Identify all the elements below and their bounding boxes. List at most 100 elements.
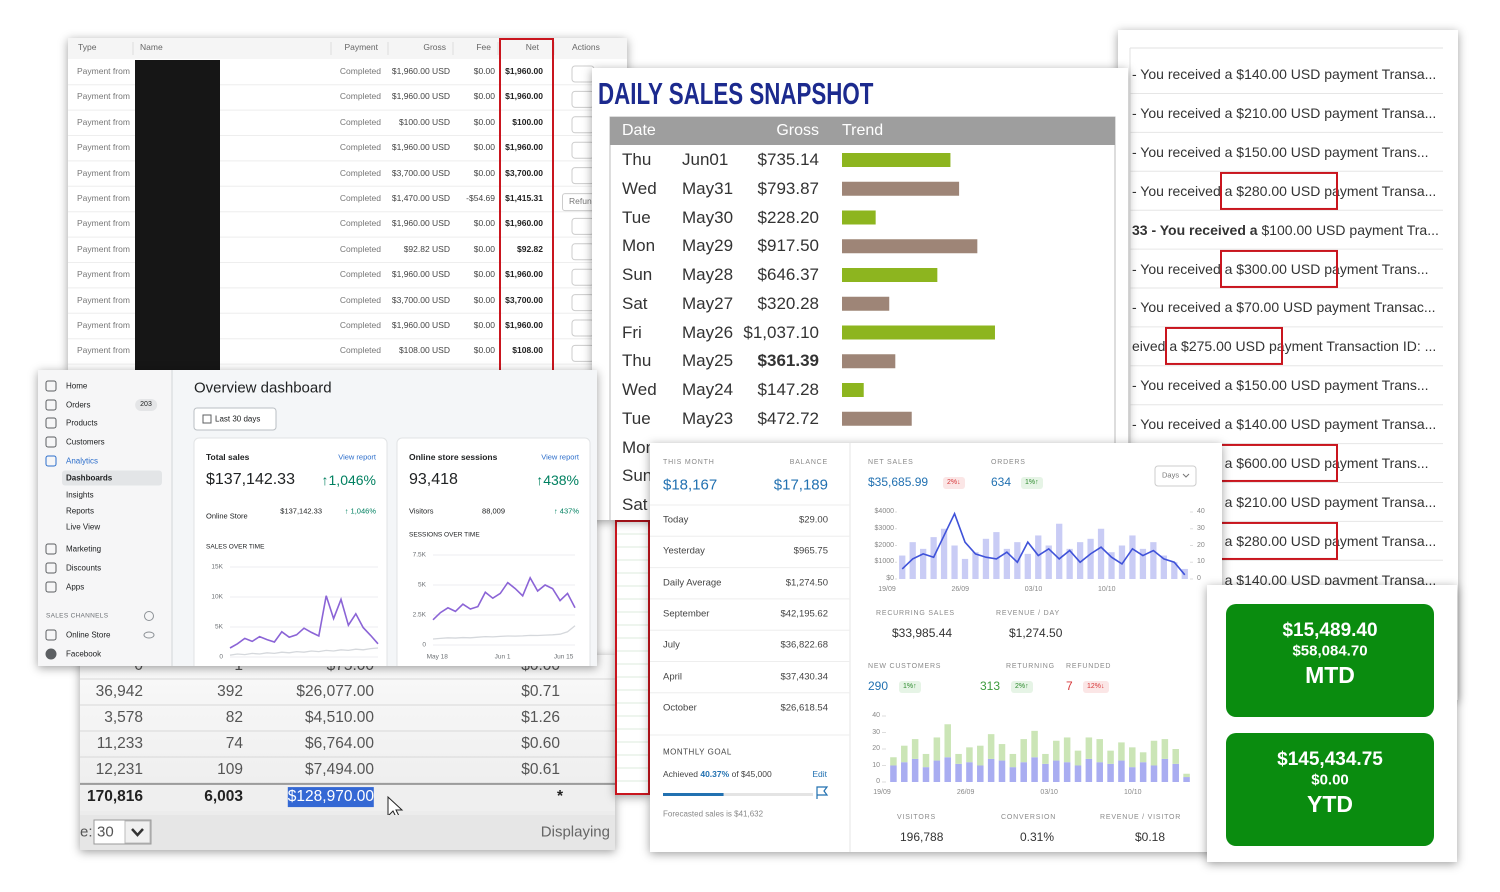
payment-notice: - You received a $140.00 USD payment Tra… [1132, 416, 1436, 432]
page-size: 30 [97, 823, 114, 841]
breakdown-value: 88,009 [482, 506, 505, 516]
y2-tick-label: 10 [1197, 558, 1205, 566]
action-button [571, 167, 595, 185]
overview-dashboard: Home Orders 203 Products Customers Analytics D… [38, 370, 597, 666]
date: Jun01 [682, 150, 729, 170]
nav-item: Orders [66, 400, 91, 410]
customers-bar [977, 745, 984, 766]
calendar-icon [202, 414, 212, 424]
orders-bar [1097, 528, 1105, 579]
column-header: Fee [476, 42, 491, 53]
date-range: Last 30 days [215, 414, 261, 424]
payment-type: Payment from [77, 116, 130, 127]
card-link: View report [541, 452, 579, 462]
select-arrow-box [124, 820, 151, 844]
y-tick-label: 5K [418, 581, 426, 589]
selected-bg [62, 470, 162, 486]
orders-bar [1160, 555, 1167, 579]
notice-suffix: payment Transa... [1320, 104, 1437, 121]
metric-value: 634 [991, 475, 1012, 490]
period-label: Daily Average [663, 577, 722, 589]
payment-type: Payment from [77, 193, 130, 204]
date: May28 [682, 265, 734, 285]
metric-label: REVENUE / DAY [996, 609, 1060, 617]
customers-bar [1129, 747, 1136, 768]
payment-status: Completed [339, 116, 381, 127]
x-tick-label: 26/09 [956, 788, 975, 796]
orders-bar [1129, 535, 1136, 579]
customers-bar [1150, 740, 1158, 766]
customers-bar [901, 745, 908, 763]
orders-bar [1066, 548, 1073, 579]
action-button [571, 65, 595, 83]
trend-bar [842, 411, 912, 426]
gross-amount: $1,960.00 USD [391, 269, 450, 280]
y-tick-label: 0 [219, 653, 223, 661]
date: May29 [682, 236, 734, 256]
metric-value: 290 [868, 679, 889, 694]
net-amount: $1,415.31 [505, 193, 543, 204]
net-amount: $100.00 [512, 116, 543, 127]
orders-bar [1056, 523, 1063, 579]
orders-bar [940, 528, 948, 579]
day: Sat [622, 293, 648, 313]
nav-item: Facebook [66, 649, 102, 659]
panel-graphics [68, 38, 627, 372]
panel-graphics [80, 678, 615, 850]
orders-bar [961, 558, 969, 579]
fee-amount: $0.00 [473, 345, 495, 356]
metric-value: 313 [980, 679, 1001, 694]
y-tick-label: 0 [422, 641, 426, 649]
notice-suffix: payment Trans... [1320, 454, 1429, 471]
stat-cell: 392 [217, 683, 243, 701]
redacted-name [135, 60, 220, 372]
footer-text: Displaying [540, 823, 610, 841]
action-button [571, 243, 595, 261]
metric-value: $18,167 [663, 476, 718, 494]
y-tick-label: $2000 [874, 541, 894, 549]
payment-status: Completed [339, 193, 381, 204]
customers-bar [1009, 753, 1017, 768]
date: May26 [682, 322, 734, 342]
customers-bar [1020, 762, 1027, 782]
customers-bar [911, 758, 919, 782]
y2-tick-label: 30 [1197, 524, 1205, 532]
orders-bar [993, 532, 1000, 579]
notice-prefix: - You received a [1132, 260, 1237, 277]
nav-item: Dashboards [66, 473, 113, 483]
notice-prefix: - You received a [1132, 65, 1237, 82]
payment-notice: - You received a $150.00 USD payment Tra… [1132, 377, 1429, 393]
nav-item: Reports [66, 506, 95, 516]
column-header: Payment [344, 42, 378, 53]
snapshot-title: DAILY SALES SNAPSHOT [598, 76, 874, 112]
action-button [571, 268, 595, 286]
gross-amount: $1,960.00 USD [391, 218, 450, 229]
stat-cell: 11,233 [96, 735, 143, 753]
notice-suffix: payment Transa... [1320, 416, 1437, 433]
card-change: ↑438% [536, 471, 579, 488]
column-header: Date [622, 121, 656, 139]
stat-cell: $0.71 [521, 683, 560, 701]
period-label: October [663, 702, 697, 714]
card-value: $137,142.33 [206, 470, 295, 488]
metric-label: CONVERSION [1001, 813, 1057, 821]
ledger-strip [615, 520, 650, 795]
orders-bar [1087, 538, 1094, 579]
customers-bar [966, 747, 973, 763]
stat-cell: $6,764.00 [305, 735, 374, 753]
net-amount: $1,960.00 [505, 269, 543, 280]
gross-amount: $92.82 USD [403, 243, 450, 254]
footer-bg [80, 815, 615, 850]
gross: $1,037.10 [743, 322, 819, 342]
period-value: $29.00 [798, 514, 828, 526]
notice-prefix: - You received a [1132, 377, 1237, 394]
notice-amount: $140.00 USD [1236, 65, 1321, 82]
customers-bar [911, 739, 919, 759]
stat-cell: $4,510.00 [305, 709, 374, 727]
payment-type: Payment from [77, 91, 130, 102]
customers-bar [1150, 765, 1158, 782]
day: Tue [622, 408, 651, 428]
metric-value: $35,685.99 [868, 475, 929, 490]
card-link: View report [338, 452, 376, 462]
payment-status: Completed [339, 142, 381, 153]
